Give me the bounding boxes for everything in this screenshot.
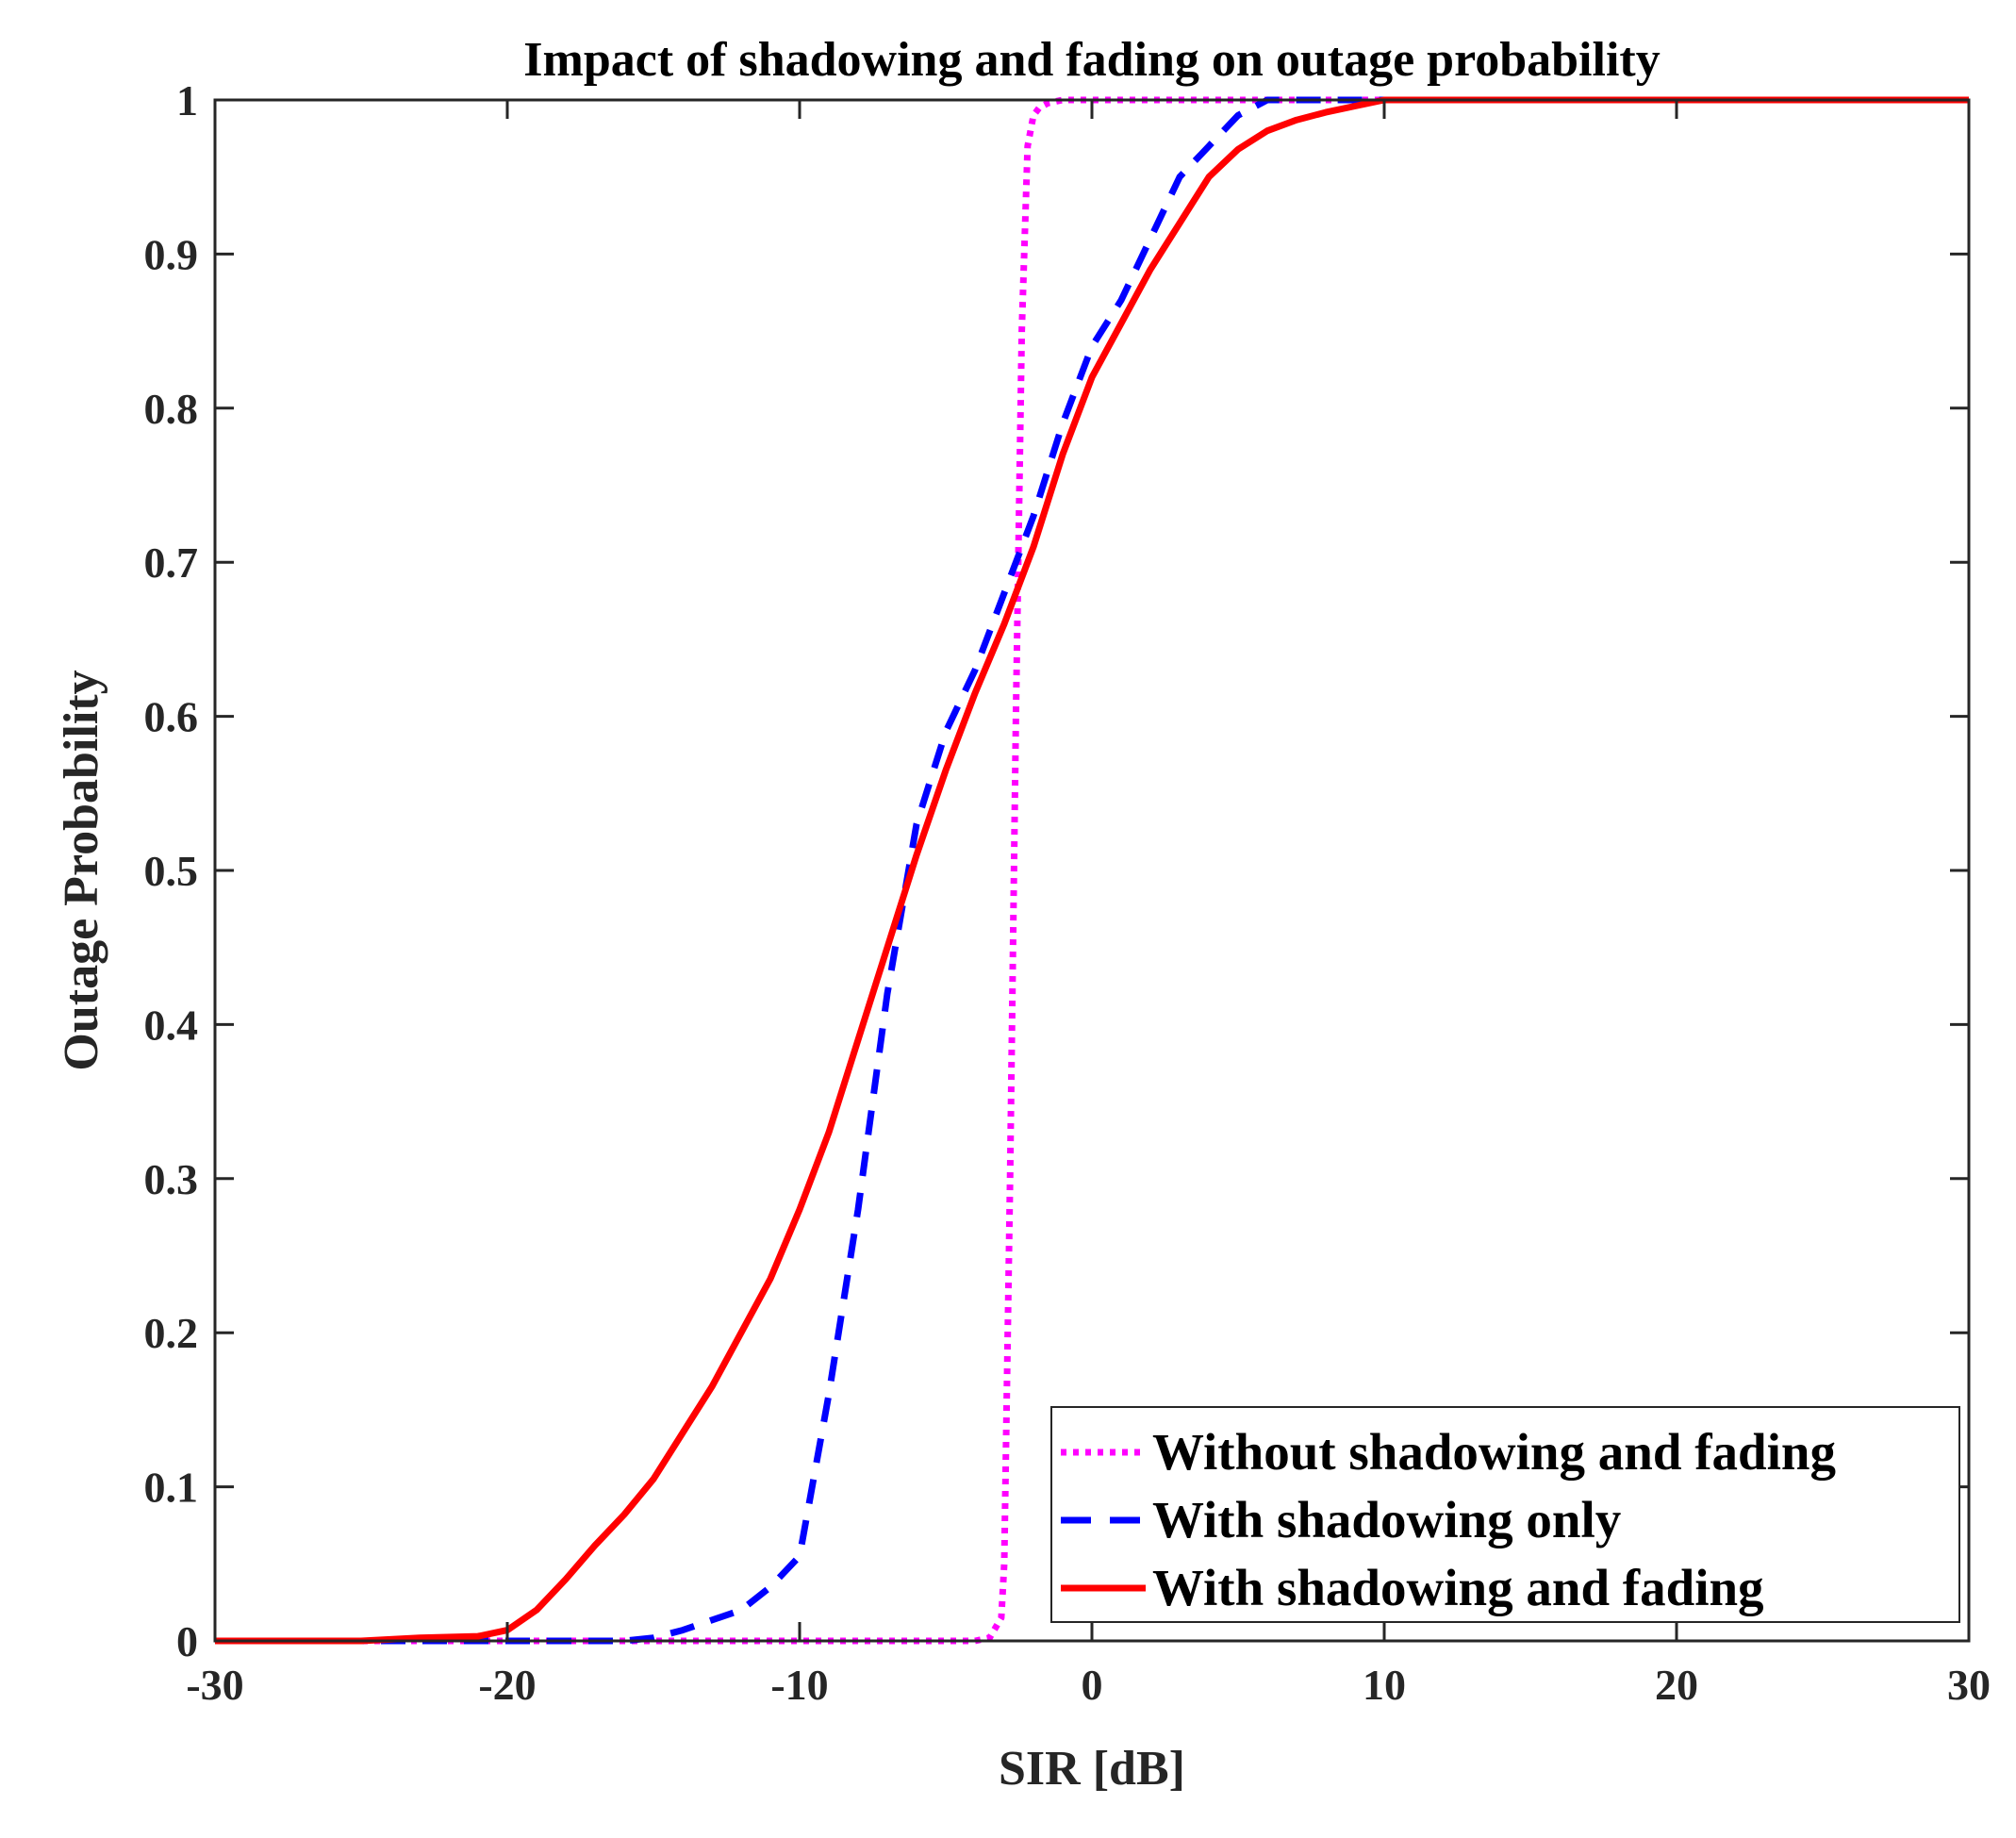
legend: Without shadowing and fading With shadowi… xyxy=(1050,1406,1960,1623)
y-tick-label: 0.5 xyxy=(144,847,199,895)
series-layer xyxy=(215,96,1969,1645)
legend-box xyxy=(1050,1406,1960,1623)
y-tick-label: 0.2 xyxy=(144,1309,199,1357)
legend-label: Without shadowing and fading xyxy=(1152,1423,1836,1481)
legend-label: With shadowing and fading xyxy=(1152,1559,1764,1616)
x-tick-label: -30 xyxy=(186,1661,243,1709)
x-tick-label: -20 xyxy=(478,1661,536,1709)
tick-layer: -30 -20 -10 0 10 20 30 0 0.1 0.2 0.3 0.4 0.5 0.6 0.7 0.… xyxy=(144,76,1991,1709)
x-tick-label: -10 xyxy=(770,1661,828,1709)
y-tick-label: 0 xyxy=(176,1617,198,1665)
y-tick-label: 0.1 xyxy=(144,1464,199,1512)
y-tick-label: 0.3 xyxy=(144,1155,199,1203)
x-tick-label: 30 xyxy=(1947,1661,1991,1709)
chart-title: Impact of shadowing and fading on outage… xyxy=(523,33,1660,87)
legend-entries: Without shadowing and fading With shadowi… xyxy=(1061,1423,1836,1616)
legend-label: With shadowing only xyxy=(1152,1491,1621,1548)
series-line-with-shadowing-only xyxy=(215,96,1969,1645)
x-tick-label: 20 xyxy=(1655,1661,1698,1709)
x-axis-label: SIR [dB] xyxy=(999,1742,1185,1796)
y-tick-label: 1 xyxy=(176,76,198,124)
series-line-with-shadowing-and-fading xyxy=(215,96,1969,1645)
y-axis-label: Outage Probability xyxy=(55,670,108,1070)
y-tick-label: 0.7 xyxy=(144,538,199,587)
x-tick-label: 10 xyxy=(1363,1661,1406,1709)
y-tick-label: 0.8 xyxy=(144,385,199,433)
y-tick-label: 0.9 xyxy=(144,230,199,278)
y-tick-label: 0.4 xyxy=(144,1001,199,1049)
plot-background xyxy=(215,100,1969,1641)
x-tick-label: 0 xyxy=(1082,1661,1103,1709)
y-tick-label: 0.6 xyxy=(144,693,199,741)
